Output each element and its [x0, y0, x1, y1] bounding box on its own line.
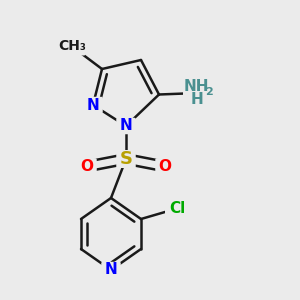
Text: O: O: [158, 159, 172, 174]
Text: H: H: [190, 92, 203, 106]
Text: N: N: [87, 98, 99, 112]
FancyBboxPatch shape: [77, 158, 97, 175]
Text: N: N: [120, 118, 132, 134]
FancyBboxPatch shape: [101, 262, 121, 278]
FancyBboxPatch shape: [116, 118, 136, 134]
Text: 2: 2: [206, 87, 213, 98]
FancyBboxPatch shape: [183, 77, 219, 103]
Text: O: O: [80, 159, 94, 174]
Text: CH₃: CH₃: [58, 40, 86, 53]
FancyBboxPatch shape: [165, 200, 189, 217]
FancyBboxPatch shape: [58, 38, 85, 56]
FancyBboxPatch shape: [83, 97, 103, 113]
Text: N: N: [105, 262, 117, 278]
Text: NH: NH: [184, 79, 209, 94]
FancyBboxPatch shape: [116, 150, 136, 168]
Text: Cl: Cl: [169, 201, 185, 216]
Text: S: S: [119, 150, 133, 168]
FancyBboxPatch shape: [155, 158, 175, 175]
